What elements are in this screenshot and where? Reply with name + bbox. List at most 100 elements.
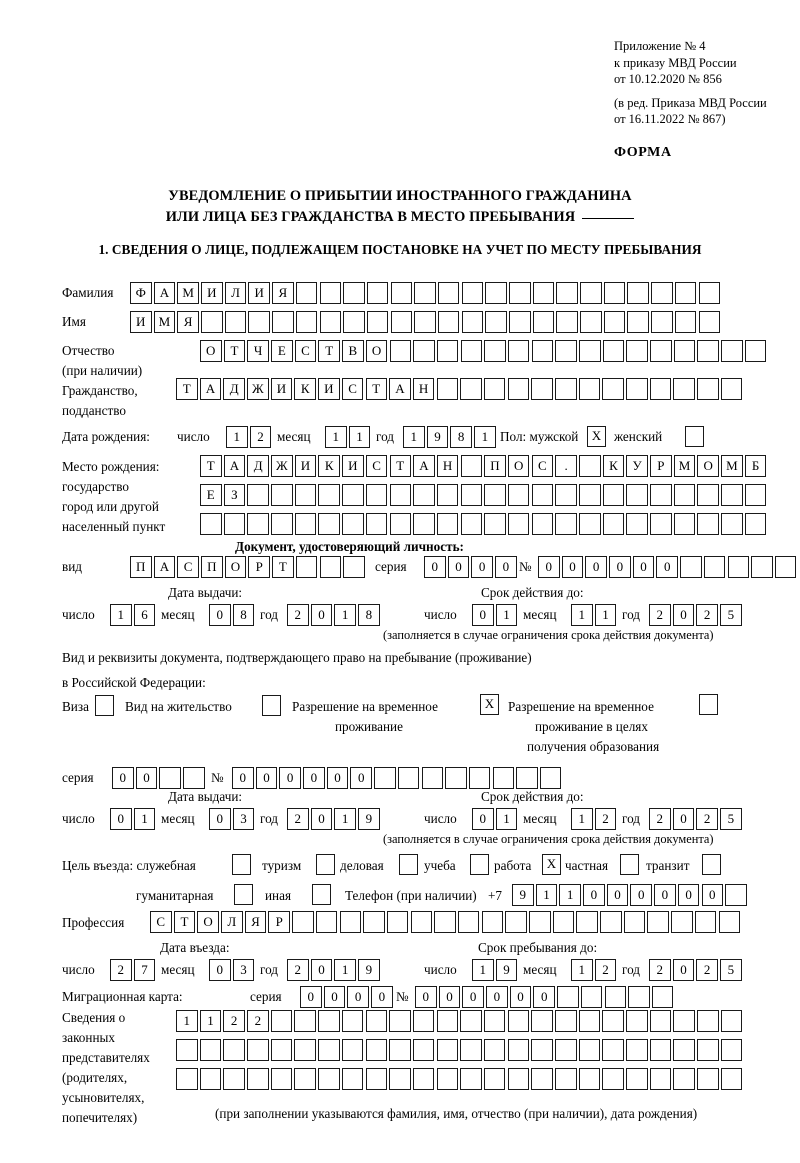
char-cell[interactable] bbox=[247, 1039, 269, 1061]
char-cell[interactable] bbox=[531, 1039, 553, 1061]
char-cell[interactable] bbox=[697, 378, 719, 400]
char-cell[interactable]: У bbox=[626, 455, 648, 477]
char-cell[interactable] bbox=[247, 1068, 269, 1090]
char-cell[interactable] bbox=[531, 513, 554, 535]
char-cell[interactable] bbox=[694, 911, 717, 933]
digit-cell[interactable]: 5 bbox=[720, 959, 742, 981]
digit-cell[interactable]: 8 bbox=[450, 426, 472, 448]
char-cell[interactable] bbox=[626, 484, 648, 506]
checkbox-purpose-service[interactable] bbox=[232, 854, 251, 875]
char-cell[interactable] bbox=[651, 986, 674, 1008]
char-cell[interactable] bbox=[199, 1039, 222, 1061]
char-cell[interactable]: 0 bbox=[471, 556, 493, 578]
char-cell[interactable] bbox=[580, 311, 602, 333]
char-cell[interactable] bbox=[436, 484, 459, 506]
char-cell[interactable] bbox=[674, 311, 697, 333]
char-cell[interactable] bbox=[295, 282, 318, 304]
char-cell[interactable] bbox=[579, 455, 601, 477]
char-cell[interactable] bbox=[579, 340, 601, 362]
char-cell[interactable]: 0 bbox=[438, 986, 461, 1008]
char-cell[interactable]: 2 bbox=[223, 1010, 245, 1032]
char-cell[interactable] bbox=[414, 311, 436, 333]
digit-cell[interactable]: 0 bbox=[110, 808, 132, 830]
char-cell[interactable] bbox=[270, 1010, 293, 1032]
checkbox-sex-male[interactable]: X bbox=[587, 426, 606, 447]
char-cell[interactable]: Т bbox=[318, 340, 340, 362]
char-cell[interactable] bbox=[650, 484, 672, 506]
char-cell[interactable] bbox=[318, 1010, 340, 1032]
char-cell[interactable] bbox=[460, 513, 483, 535]
char-cell[interactable] bbox=[697, 1039, 719, 1061]
char-cell[interactable]: Е bbox=[200, 484, 222, 506]
digit-cell[interactable]: 0 bbox=[209, 959, 231, 981]
checkbox-purpose-tourism[interactable] bbox=[316, 854, 335, 875]
char-cell[interactable] bbox=[673, 378, 695, 400]
char-cell[interactable]: . bbox=[555, 455, 577, 477]
checkbox-purpose-study[interactable] bbox=[470, 854, 489, 875]
char-cell[interactable] bbox=[271, 484, 293, 506]
char-cell[interactable] bbox=[516, 767, 538, 789]
char-cell[interactable] bbox=[578, 1010, 601, 1032]
char-cell[interactable]: В bbox=[342, 340, 364, 362]
char-cell[interactable]: С bbox=[150, 911, 172, 933]
digit-cell[interactable]: 5 bbox=[720, 808, 742, 830]
char-cell[interactable] bbox=[343, 282, 365, 304]
checkbox-residence-permit[interactable] bbox=[262, 695, 281, 716]
char-cell[interactable] bbox=[650, 340, 672, 362]
char-cell[interactable]: 0 bbox=[538, 556, 560, 578]
char-cell[interactable]: О bbox=[365, 340, 388, 362]
char-cell[interactable] bbox=[555, 340, 577, 362]
char-cell[interactable] bbox=[697, 1068, 719, 1090]
char-cell[interactable] bbox=[555, 1010, 577, 1032]
char-cell[interactable] bbox=[341, 1010, 364, 1032]
char-cell[interactable] bbox=[673, 1068, 695, 1090]
char-cell[interactable] bbox=[247, 484, 269, 506]
char-cell[interactable]: 0 bbox=[486, 986, 508, 1008]
digit-cell[interactable]: 1 bbox=[594, 604, 617, 626]
char-cell[interactable] bbox=[628, 986, 650, 1008]
digit-cell[interactable]: 9 bbox=[358, 808, 380, 830]
char-cell[interactable]: Т bbox=[223, 340, 246, 362]
char-cell[interactable] bbox=[507, 1039, 530, 1061]
char-cell[interactable] bbox=[576, 911, 598, 933]
char-cell[interactable] bbox=[294, 513, 317, 535]
char-cell[interactable] bbox=[626, 378, 648, 400]
char-cell[interactable] bbox=[673, 484, 696, 506]
char-cell[interactable]: Т bbox=[200, 455, 222, 477]
char-cell[interactable] bbox=[183, 767, 205, 789]
char-cell[interactable] bbox=[389, 1068, 411, 1090]
char-cell[interactable] bbox=[365, 484, 388, 506]
char-cell[interactable]: 0 bbox=[677, 884, 700, 906]
digit-cell[interactable]: 2 bbox=[649, 604, 671, 626]
char-cell[interactable]: Я bbox=[272, 282, 294, 304]
char-cell[interactable] bbox=[436, 1068, 459, 1090]
char-cell[interactable]: И bbox=[201, 282, 223, 304]
char-cell[interactable] bbox=[460, 455, 483, 477]
char-cell[interactable]: 0 bbox=[447, 556, 470, 578]
char-cell[interactable] bbox=[318, 484, 340, 506]
char-cell[interactable]: К bbox=[602, 455, 625, 477]
char-cell[interactable] bbox=[505, 911, 527, 933]
digit-cell[interactable]: 2 bbox=[249, 426, 272, 448]
digit-cell[interactable]: 1 bbox=[325, 426, 347, 448]
char-cell[interactable] bbox=[721, 484, 743, 506]
checkbox-sex-female[interactable] bbox=[685, 426, 704, 447]
char-cell[interactable] bbox=[224, 311, 247, 333]
digit-cell[interactable]: 2 bbox=[696, 808, 718, 830]
char-cell[interactable] bbox=[413, 513, 435, 535]
char-cell[interactable]: М bbox=[153, 311, 176, 333]
digit-cell[interactable]: 6 bbox=[133, 604, 156, 626]
char-cell[interactable] bbox=[697, 1010, 719, 1032]
